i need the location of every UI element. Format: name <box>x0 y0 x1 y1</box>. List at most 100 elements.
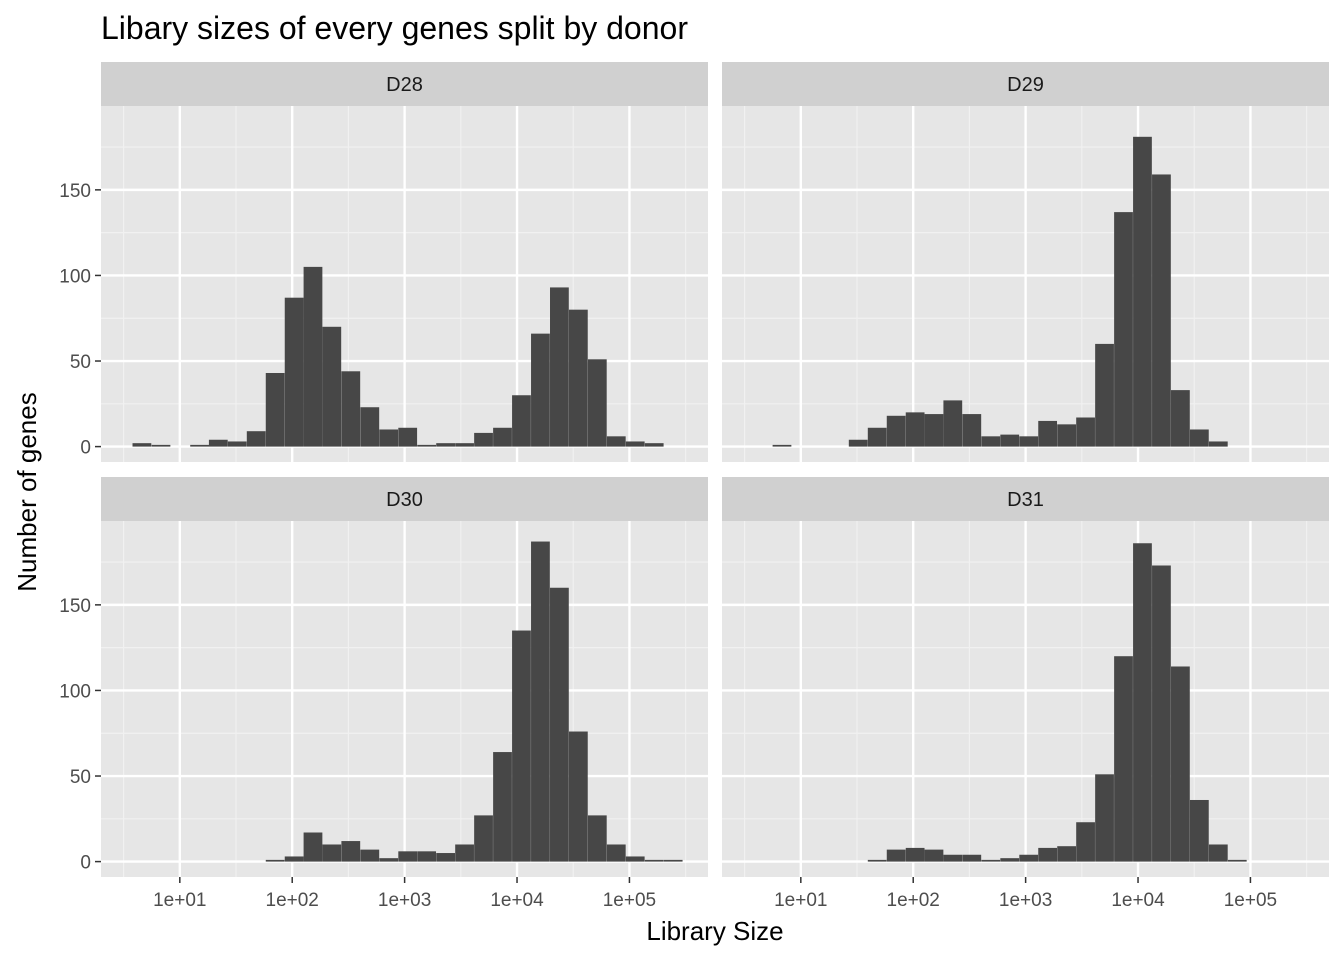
y-tick-label: 0 <box>80 853 91 874</box>
histogram-bar <box>190 444 209 447</box>
chart-title: Libary sizes of every genes split by don… <box>101 10 688 46</box>
histogram-bar <box>284 856 304 862</box>
histogram-bar <box>1038 420 1058 447</box>
histogram-bar <box>284 297 304 447</box>
histogram-bar <box>398 427 418 447</box>
histogram-bar <box>587 359 607 447</box>
histogram-bar <box>208 439 228 447</box>
histogram-bar <box>417 851 437 862</box>
histogram-bar <box>981 436 1001 447</box>
y-tick-label: 50 <box>70 352 91 373</box>
histogram-bar <box>341 841 361 862</box>
histogram-bar <box>1019 854 1039 862</box>
histogram-bar <box>531 541 550 862</box>
histogram-bar <box>1057 424 1077 447</box>
histogram-bar <box>981 859 1001 862</box>
histogram-bar <box>867 859 887 862</box>
histogram-bar <box>1189 429 1209 447</box>
y-tick-label: 150 <box>59 181 91 202</box>
histogram-bar <box>512 395 531 447</box>
facet-d30: D30 0 50 100 150 1e+01 1e+02 1e+03 1e+04 1e+05 <box>59 477 708 911</box>
facet-strip <box>101 477 708 521</box>
facet-strip-label: D30 <box>386 489 423 511</box>
histogram-bar <box>1038 847 1058 862</box>
histogram-bar <box>474 815 493 862</box>
facet-strip <box>722 62 1329 106</box>
histogram-bars <box>265 541 683 862</box>
histogram-bar <box>1227 859 1247 862</box>
histogram-bars <box>132 266 664 447</box>
histogram-bar <box>867 427 887 447</box>
x-tick-label: 1e+02 <box>887 890 940 911</box>
facet-panels: D28 0 50 100 150 D29 D30 0 50 100 150 1e+01 1e+02 1e+… <box>59 62 1329 911</box>
histogram-bar <box>455 443 474 447</box>
histogram-bar <box>1133 136 1152 447</box>
histogram-bar <box>886 415 906 447</box>
histogram-bar <box>265 859 285 862</box>
histogram-bar <box>1019 436 1039 447</box>
facet-strip-label: D28 <box>386 74 423 96</box>
histogram-bar <box>962 414 982 447</box>
histogram-bar <box>303 832 323 862</box>
histogram-bar <box>1171 666 1190 862</box>
x-tick-label: 1e+01 <box>153 890 206 911</box>
histogram-bar <box>341 371 361 447</box>
histogram-bar <box>1114 212 1133 447</box>
histogram-bar <box>905 847 925 862</box>
facet-d29: D29 <box>722 62 1329 462</box>
x-axis-title: Library Size <box>646 916 783 946</box>
histogram-bar <box>512 630 531 862</box>
facet-strip-label: D29 <box>1007 74 1044 96</box>
y-tick-label: 100 <box>59 266 91 287</box>
histogram-bar <box>550 587 569 862</box>
histogram-bar <box>246 431 266 447</box>
histogram-bar <box>322 326 342 447</box>
x-tick-label: 1e+05 <box>603 890 656 911</box>
histogram-bar <box>1152 174 1171 447</box>
x-tick-label: 1e+02 <box>266 890 319 911</box>
x-tick-label: 1e+04 <box>1111 890 1165 911</box>
histogram-bar <box>493 427 512 447</box>
histogram-bar <box>1208 441 1228 447</box>
facet-strip-label: D31 <box>1007 489 1044 511</box>
histogram-bar <box>1189 799 1209 862</box>
histogram-bar <box>1076 417 1095 447</box>
histogram-bar <box>962 854 982 862</box>
histogram-bar <box>436 443 456 447</box>
histogram-bar <box>1171 390 1190 447</box>
histogram-bars <box>867 543 1247 862</box>
histogram-bar <box>905 412 925 447</box>
histogram-bar <box>606 844 626 862</box>
facet-strip <box>101 62 708 106</box>
histogram-bar <box>924 849 944 862</box>
histogram-bar <box>1000 858 1020 862</box>
histogram-bar <box>924 414 944 447</box>
histogram-bar <box>848 439 868 447</box>
histogram-bar <box>1000 434 1020 447</box>
histogram-bar <box>644 859 664 862</box>
x-tick-label: 1e+04 <box>490 890 544 911</box>
histogram-bar <box>644 443 664 447</box>
histogram-bar <box>1095 774 1114 862</box>
y-tick-label: 50 <box>70 767 91 788</box>
histogram-bar <box>625 441 645 447</box>
histogram-bar <box>398 851 418 862</box>
histogram-bar <box>474 432 493 447</box>
histogram-bar <box>1208 844 1228 862</box>
histogram-bar <box>943 400 963 447</box>
x-tick-label: 1e+03 <box>378 890 431 911</box>
histogram-bar <box>1114 656 1133 862</box>
histogram-bar <box>1133 543 1152 862</box>
histogram-bar <box>568 731 588 862</box>
facet-d31: D31 1e+01 1e+02 1e+03 1e+04 1e+05 <box>722 477 1329 911</box>
x-tick-label: 1e+01 <box>774 890 827 911</box>
histogram-bar <box>360 407 380 447</box>
y-tick-label: 0 <box>80 438 91 459</box>
x-tick-label: 1e+03 <box>999 890 1052 911</box>
histogram-bar <box>568 309 588 447</box>
histogram-bar <box>379 429 399 447</box>
x-tick-label: 1e+05 <box>1224 890 1277 911</box>
histogram-bar <box>322 844 342 862</box>
histogram-bar <box>886 849 906 862</box>
histogram-bar <box>625 856 645 862</box>
